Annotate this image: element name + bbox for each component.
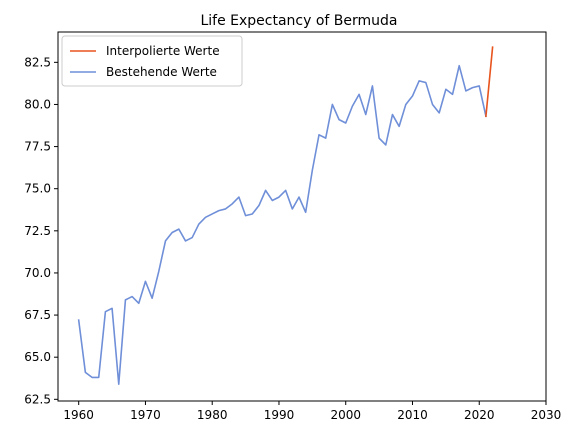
x-tick-label: 1970 — [130, 408, 161, 422]
legend-label: Interpolierte Werte — [106, 44, 220, 58]
legend: Interpolierte Werte Bestehende Werte — [61, 35, 243, 87]
series-line-1 — [77, 64, 487, 385]
plot-frame — [57, 31, 547, 402]
y-tick-label: 80.0 — [24, 97, 51, 111]
legend-box — [61, 35, 243, 87]
y-tick-label: 77.5 — [24, 140, 51, 154]
chart-title: Life Expectancy of Bermuda — [200, 13, 397, 29]
legend-label: Bestehende Werte — [106, 65, 217, 79]
series-line-0 — [485, 46, 494, 118]
y-tick-label: 72.5 — [24, 224, 51, 238]
x-tick-label: 2030 — [531, 408, 562, 422]
x-tick-label: 1990 — [264, 408, 295, 422]
series-layer — [77, 46, 494, 385]
y-axis: 62.5 65.0 67.5 70.0 72.5 75.0 77.5 80.0 82.5 — [24, 55, 58, 406]
x-tick-label: 2010 — [397, 408, 428, 422]
y-tick-label: 82.5 — [24, 55, 51, 69]
y-tick-label: 67.5 — [24, 308, 51, 322]
x-tick-label: 1960 — [63, 408, 94, 422]
x-tick-label: 2000 — [330, 408, 361, 422]
y-tick-label: 75.0 — [24, 182, 51, 196]
x-axis: 1960 1970 1980 1990 2000 2010 2020 2030 — [63, 401, 561, 422]
y-tick-label: 70.0 — [24, 266, 51, 280]
x-tick-label: 2020 — [464, 408, 495, 422]
y-tick-label: 65.0 — [24, 350, 51, 364]
x-tick-label: 1980 — [197, 408, 228, 422]
y-tick-label: 62.5 — [24, 392, 51, 406]
